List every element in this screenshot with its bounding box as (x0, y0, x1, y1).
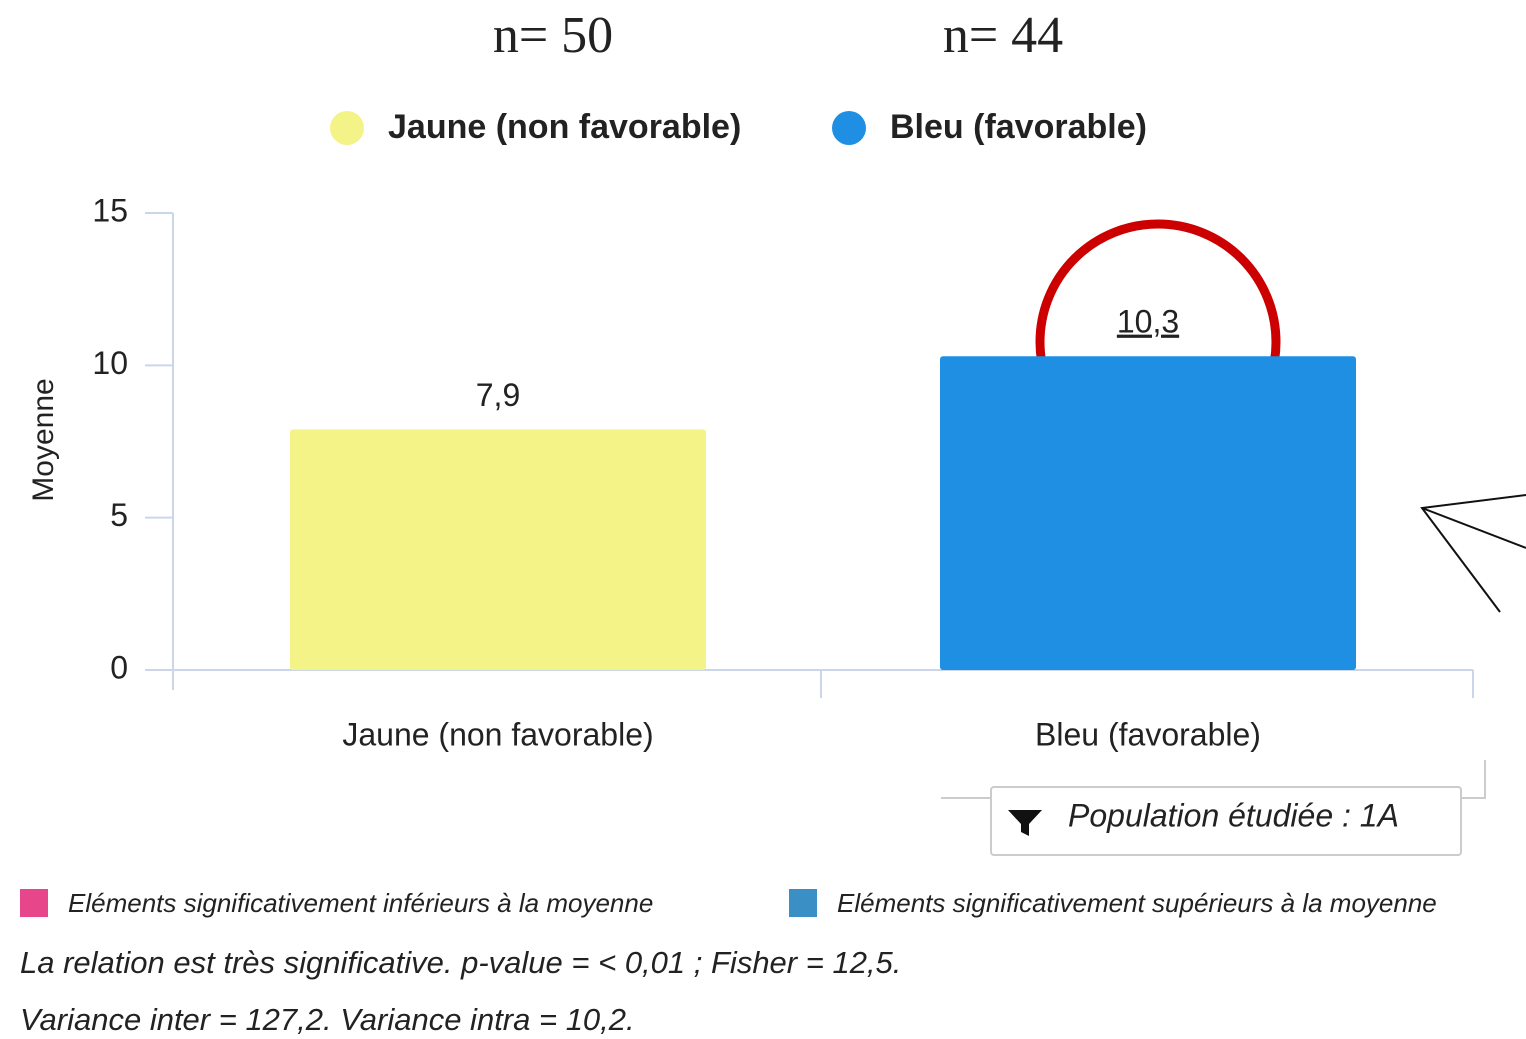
filter-icon (1008, 810, 1042, 836)
legend-label[interactable]: Jaune (non favorable) (388, 108, 741, 146)
filter-label[interactable]: Population étudiée : 1A (1068, 797, 1399, 833)
y-tick-label: 5 (110, 497, 128, 533)
bar[interactable] (290, 429, 706, 670)
x-tick-label: Bleu (favorable) (1035, 716, 1261, 752)
y-tick-label: 10 (92, 345, 128, 381)
note: Variance inter = 127,2. Variance intra =… (20, 1002, 635, 1037)
sample-size: n= 44 (943, 7, 1063, 64)
legend-label[interactable]: Bleu (favorable) (890, 108, 1147, 146)
arrow-sketch (1420, 494, 1526, 613)
legend-marker (832, 111, 866, 145)
legend-marker (330, 111, 364, 145)
footer-legend-label: Eléments significativement inférieurs à … (68, 888, 653, 918)
y-axis-label: Moyenne (27, 378, 60, 501)
footer-legend-label: Eléments significativement supérieurs à … (837, 888, 1437, 918)
y-tick-label: 0 (110, 649, 128, 685)
sample-size: n= 50 (493, 7, 613, 64)
footer-legend-swatch (20, 889, 48, 917)
footer-legend-swatch (789, 889, 817, 917)
x-tick-label: Jaune (non favorable) (342, 716, 653, 752)
y-tick-label: 15 (92, 192, 128, 228)
filter-box[interactable] (990, 786, 1462, 856)
note: La relation est très significative. p-va… (20, 945, 901, 980)
value-label[interactable]: 10,3 (1117, 304, 1179, 340)
value-label: 7,9 (476, 377, 520, 413)
bar[interactable] (940, 356, 1356, 670)
